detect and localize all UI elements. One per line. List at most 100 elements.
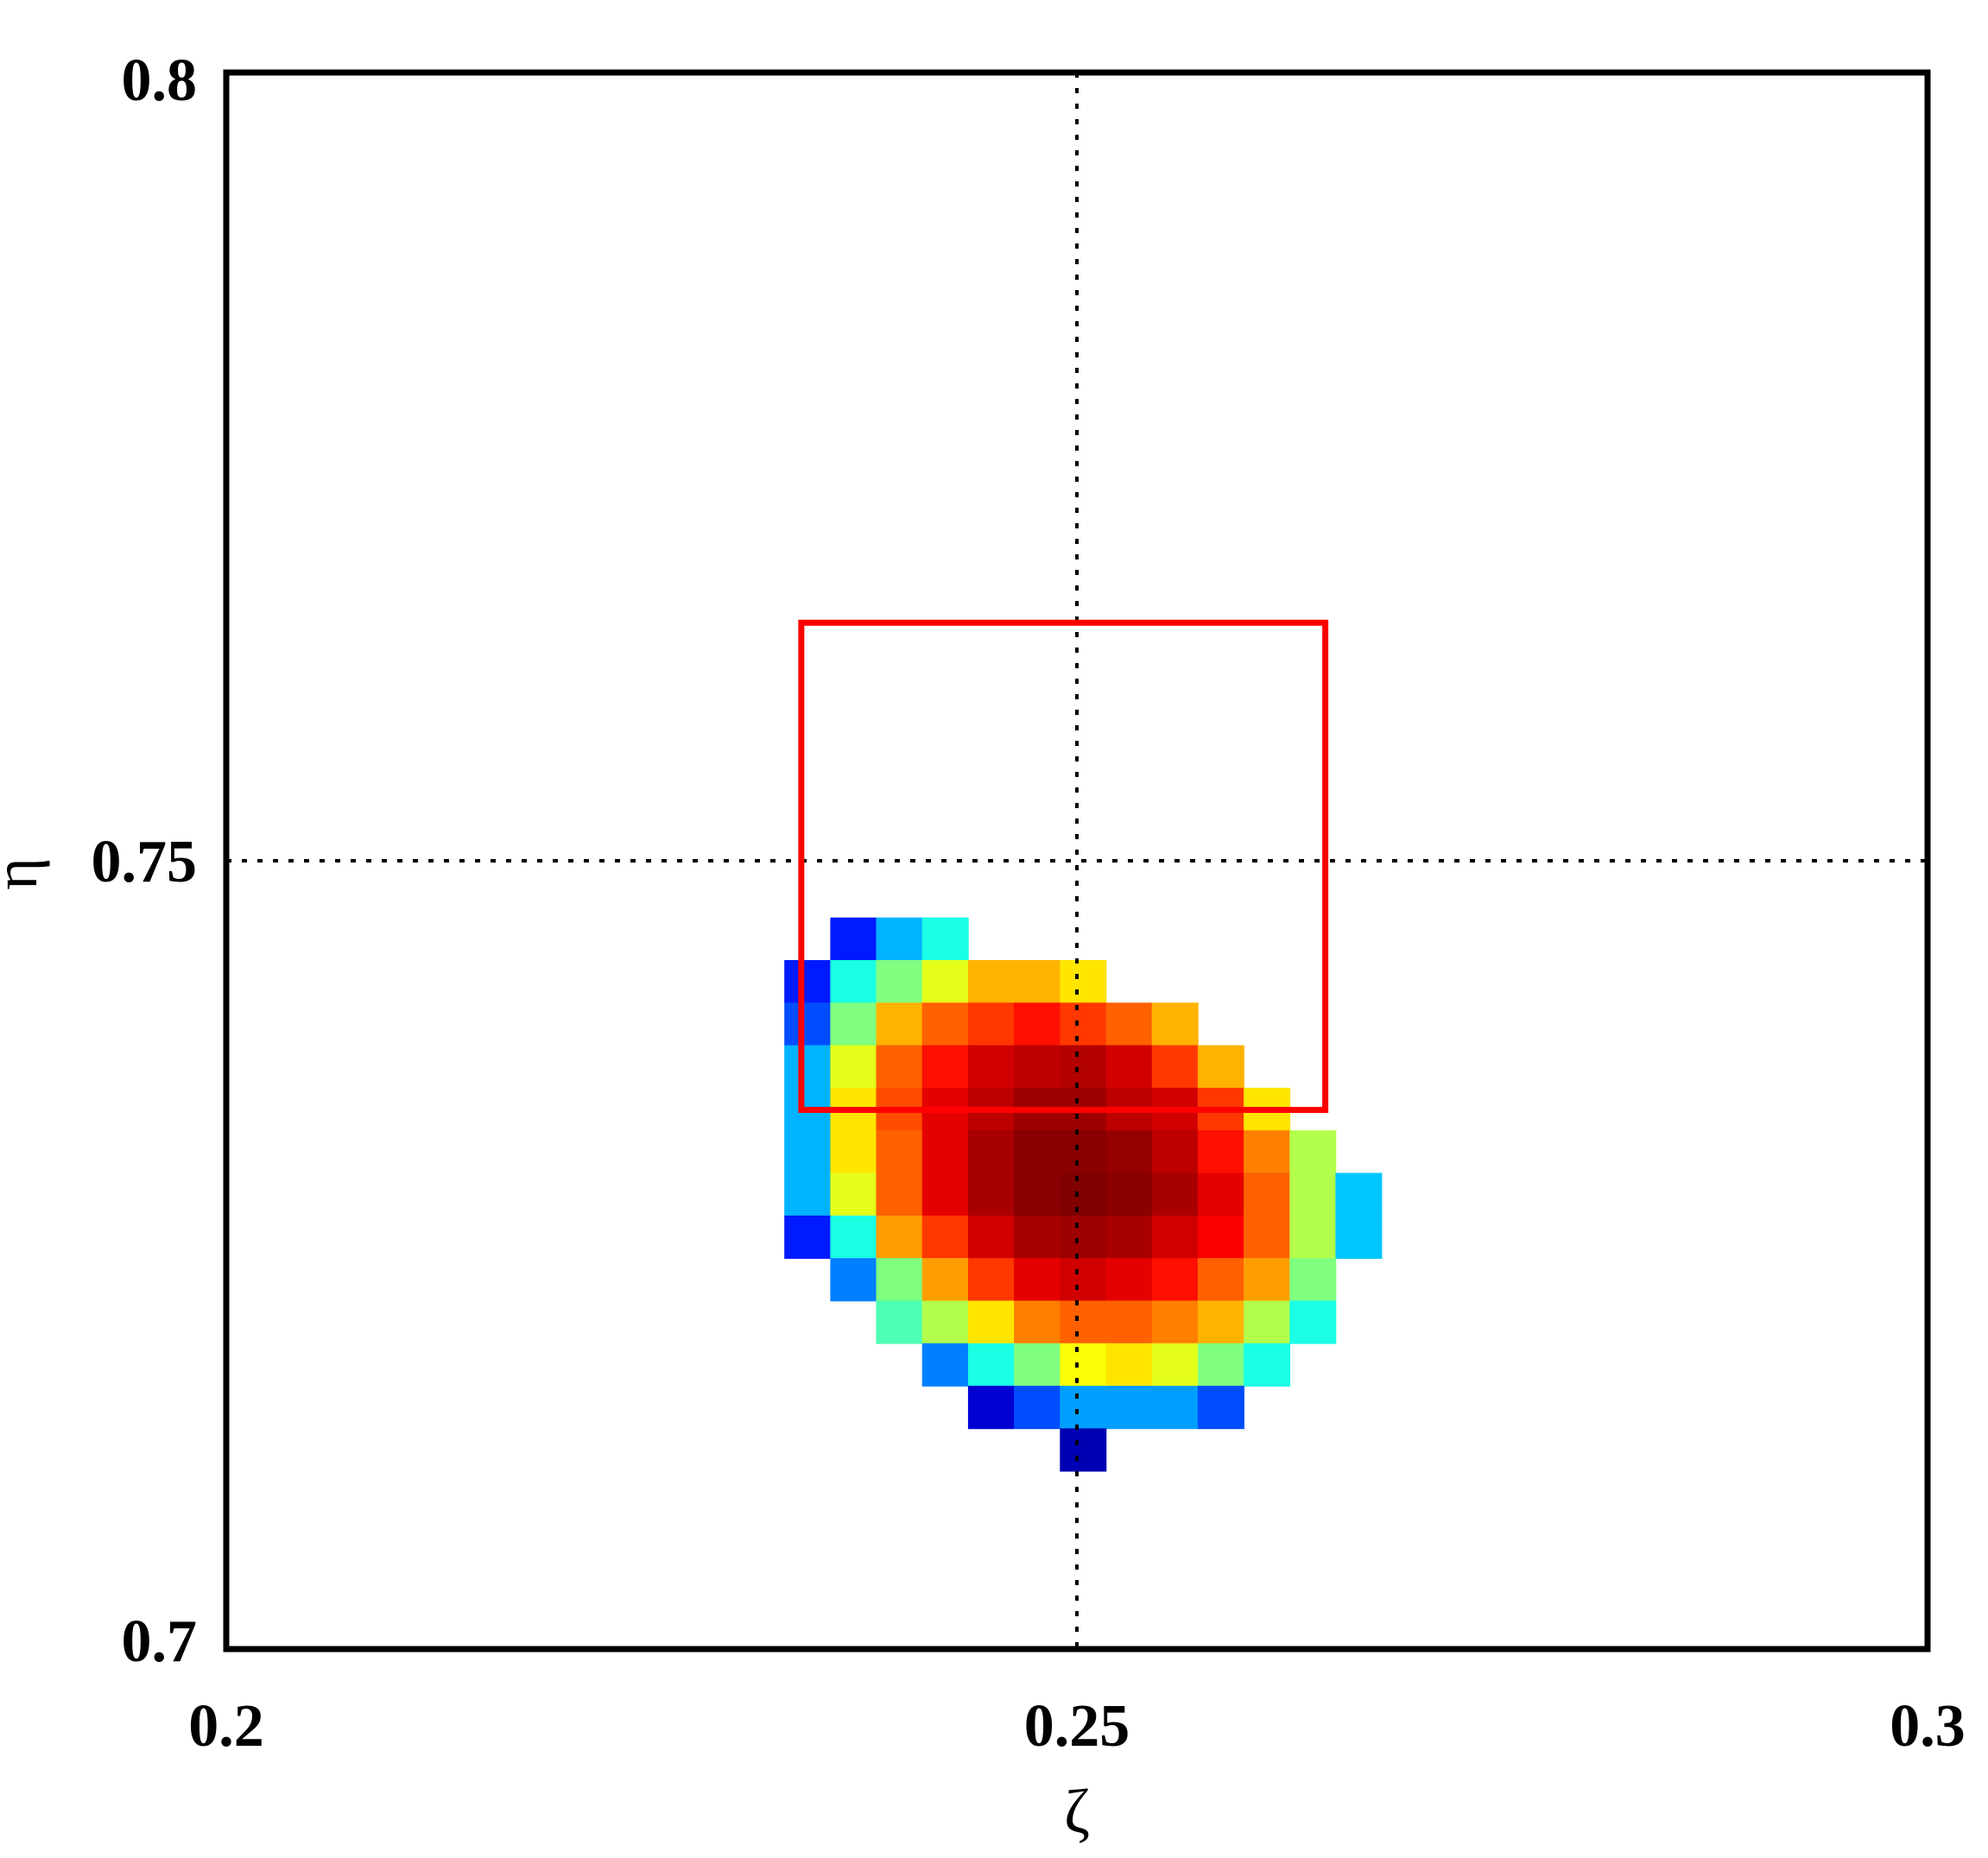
heatmap-cell (1197, 1045, 1244, 1089)
heatmap-cell (967, 1215, 1015, 1259)
heatmap-cell (1014, 1300, 1061, 1344)
heatmap-cell (1151, 1300, 1199, 1344)
heatmap-cell (1244, 1300, 1291, 1344)
heatmap-cell (1289, 1215, 1337, 1259)
heatmap-cell (876, 1172, 923, 1217)
heatmap-cell (830, 917, 877, 961)
heatmap-cell (1060, 1386, 1107, 1430)
heatmap-cell (1014, 1130, 1061, 1174)
heatmap-cell (1060, 1300, 1107, 1344)
heatmap-cell (1014, 1172, 1061, 1217)
heatmap-cell (1060, 1215, 1107, 1259)
heatmap-cell (784, 960, 832, 1004)
x-tick-label: 0.3 (1890, 1693, 1966, 1760)
heatmap-cell (1151, 1002, 1199, 1046)
heatmap-cell (1244, 1258, 1291, 1302)
heatmap-cell (876, 1300, 923, 1344)
y-tick-label: 0.7 (122, 1608, 198, 1675)
heatmap-cell (1014, 1045, 1061, 1089)
y-tick-label: 0.8 (122, 47, 198, 114)
heatmap-cell (1105, 1002, 1153, 1046)
x-axis-label: ζ (1064, 1777, 1090, 1846)
heatmap-cell (1105, 1215, 1153, 1259)
heatmap-cell (876, 1045, 923, 1089)
heatmap-cell (830, 1045, 877, 1089)
heatmap-cell (784, 1002, 832, 1046)
heatmap-cell (921, 1300, 969, 1344)
heatmap-cell (1289, 1130, 1337, 1174)
heatmap-cell (1244, 1172, 1291, 1217)
heatmap-cell (1105, 1300, 1153, 1344)
heatmap-cell (784, 1172, 832, 1217)
heatmap-cell (921, 1215, 969, 1259)
heatmap-cell (1014, 1002, 1061, 1046)
heatmap-cell (1151, 1045, 1199, 1089)
heatmap-cell (921, 1258, 969, 1302)
heatmap-cell (784, 1215, 832, 1259)
y-axis-label: η (0, 857, 50, 890)
heatmap-cell (830, 1215, 877, 1259)
heatmap-cell (1151, 1343, 1199, 1387)
heatmap-cell (1151, 1386, 1199, 1430)
heatmap-cell (1335, 1215, 1383, 1259)
heatmap-cell (1060, 1258, 1107, 1302)
heatmap-cell (876, 917, 923, 961)
heatmap-cell (1197, 1215, 1244, 1259)
heatmap-cell (876, 960, 923, 1004)
heatmap-cell (1289, 1172, 1337, 1217)
heatmap-cell (921, 1343, 969, 1387)
heatmap-cell (1014, 960, 1061, 1004)
heatmap-cell (921, 1172, 969, 1217)
heatmap-cell (1060, 1343, 1107, 1387)
heatmap-cell (1105, 1172, 1153, 1217)
heatmap-cell (1197, 1258, 1244, 1302)
heatmap-cell (1197, 1130, 1244, 1174)
heatmap-cell (967, 1045, 1015, 1089)
x-tick-label: 0.25 (1024, 1693, 1130, 1760)
heatmap-cell (1014, 1386, 1061, 1430)
heatmap-cell (1151, 1258, 1199, 1302)
heatmap-cell (967, 1130, 1015, 1174)
heatmap-cell (1014, 1258, 1061, 1302)
highlight-box (798, 619, 1329, 1114)
heatmap-cell (1014, 1343, 1061, 1387)
heatmap-cell (1151, 1130, 1199, 1174)
heatmap-cell (1197, 1172, 1244, 1217)
heatmap-cell (1335, 1172, 1383, 1217)
heatmap-cell (921, 1045, 969, 1089)
x-tick-label: 0.2 (188, 1693, 264, 1760)
heatmap-cell (967, 1172, 1015, 1217)
heatmap-cell (1151, 1172, 1199, 1217)
heatmap-cell (1105, 1045, 1153, 1089)
heatmap-cell (1244, 1215, 1291, 1259)
heatmap-cell (830, 1258, 877, 1302)
heatmap-cell (921, 917, 969, 961)
heatmap-cell (876, 1258, 923, 1302)
heatmap-cell (1244, 1343, 1291, 1387)
plot-frame (223, 69, 1931, 1653)
heatmap-cell (830, 1130, 877, 1174)
heatmap-cells (784, 917, 1383, 1472)
heatmap-cell (1244, 1130, 1291, 1174)
heatmap-cell (1289, 1300, 1337, 1344)
heatmap-cell (1197, 1343, 1244, 1387)
heatmap-cell (967, 1002, 1015, 1046)
heatmap-cell (967, 1300, 1015, 1344)
heatmap-cell (967, 1343, 1015, 1387)
heatmap-cell (1105, 1343, 1153, 1387)
heatmap-cell (1060, 1045, 1107, 1089)
heatmap-cell (876, 1215, 923, 1259)
heatmap-cell (1197, 1386, 1244, 1430)
heatmap-cell (830, 960, 877, 1004)
heatmap-cell (967, 1386, 1015, 1430)
heatmap-cell (967, 1258, 1015, 1302)
heatmap-cell (1060, 960, 1107, 1004)
heatmap-cell (1105, 1386, 1153, 1430)
heatmap-cell (784, 1045, 832, 1089)
heatmap-cell (876, 1002, 923, 1046)
heatmap-cell (1060, 1130, 1107, 1174)
heatmap-cell (1060, 1428, 1107, 1472)
heatmap-cell (1060, 1002, 1107, 1046)
heatmap-cell (1014, 1215, 1061, 1259)
heatmap-cell (876, 1130, 923, 1174)
